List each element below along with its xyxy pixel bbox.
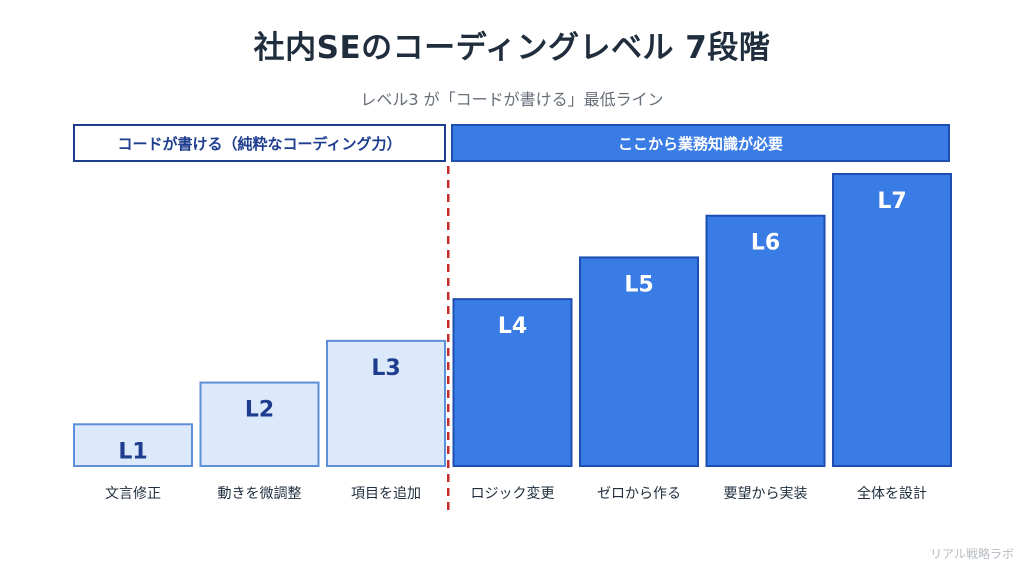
category-label-level-1: 文言修正	[105, 486, 161, 502]
bar-label-level-7: L7	[877, 189, 906, 214]
section-header-coding: コードが書ける（純粋なコーディング力）	[73, 124, 446, 162]
bar-label-level-1: L1	[118, 439, 147, 464]
section-header-business: ここから業務知識が必要	[451, 124, 950, 162]
bar-label-level-2: L2	[245, 398, 274, 423]
watermark: リアル戦略ラボ	[930, 547, 1014, 561]
page-subtitle: レベル3 が「コードが書ける」最低ライン	[360, 90, 664, 109]
bar-label-level-6: L6	[751, 231, 780, 256]
category-label-level-4: ロジック変更	[471, 485, 555, 502]
bar-label-level-5: L5	[624, 272, 653, 297]
category-label-level-7: 全体を設計	[857, 485, 927, 502]
bar-level-1	[73, 423, 193, 467]
bar-label-level-3: L3	[371, 356, 400, 381]
bar-label-level-4: L4	[498, 314, 527, 339]
bar-level-7	[832, 173, 952, 467]
category-label-level-2: 動きを微調整	[218, 486, 302, 502]
bar-level-4	[452, 298, 573, 467]
bar-level-5	[579, 256, 699, 467]
bar-level-2	[199, 381, 320, 468]
category-label-level-6: 要望から実装	[724, 486, 808, 502]
category-label-level-5: ゼロから作る	[597, 486, 681, 502]
page-title: 社内SEのコーディングレベル 7段階	[253, 30, 771, 66]
bar-level-3	[326, 339, 446, 468]
bar-level-6	[705, 214, 826, 467]
category-label-level-3: 項目を追加	[351, 486, 421, 502]
